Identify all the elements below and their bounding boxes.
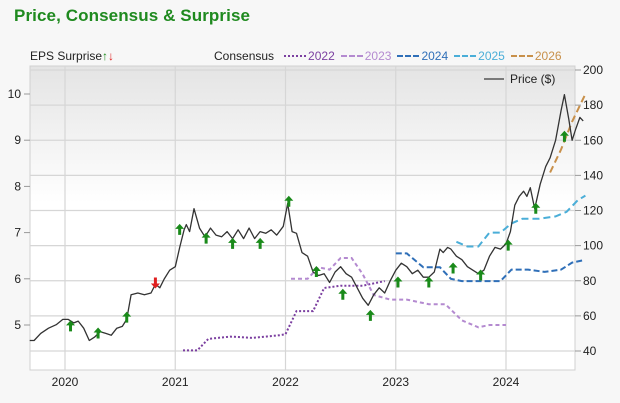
y-left-tick-label: 9 <box>14 133 21 147</box>
arrow-down-icon: ↓ <box>108 49 115 63</box>
eps-beat-arrow-icon[interactable] <box>424 276 434 288</box>
y-right-tick-label: 160 <box>583 133 603 147</box>
x-tick-label: 2022 <box>272 375 299 389</box>
line-swatch-icon <box>454 55 477 57</box>
y-left-tick-label: 7 <box>14 226 21 240</box>
eps-beat-arrow-icon[interactable] <box>93 327 103 339</box>
eps-beat-arrow-icon[interactable] <box>393 276 403 288</box>
y-right-tick-label: 60 <box>583 309 597 323</box>
y-left-tick-label: 5 <box>14 318 21 332</box>
eps-beat-arrow-icon[interactable] <box>531 202 541 214</box>
eps-beat-arrow-icon[interactable] <box>365 309 375 321</box>
legend-item-2026[interactable]: 2026 <box>510 49 562 63</box>
eps-beat-arrow-icon[interactable] <box>311 265 321 277</box>
eps-beat-arrow-icon[interactable] <box>122 311 132 323</box>
y-right-tick-label: 200 <box>583 63 603 77</box>
eps-beat-arrow-icon[interactable] <box>559 130 569 142</box>
consensus-line-2022 <box>183 280 385 352</box>
x-tick-label: 2021 <box>162 375 189 389</box>
eps-beat-arrow-icon[interactable] <box>338 288 348 300</box>
svg-text:Price ($): Price ($) <box>510 72 555 86</box>
y-left-tick-label: 8 <box>14 179 21 193</box>
eps-beat-arrow-icon[interactable] <box>66 320 76 332</box>
x-tick-label: 2024 <box>493 375 520 389</box>
legend-item-2022[interactable]: 2022 <box>284 49 335 63</box>
y-left-tick-label: 10 <box>8 87 22 101</box>
consensus-line-2025 <box>456 194 586 248</box>
line-swatch-icon <box>510 55 533 57</box>
x-tick-label: 2020 <box>52 375 79 389</box>
consensus-label: Consensus <box>214 49 275 63</box>
plot-area <box>29 65 576 371</box>
eps-beat-arrow-icon[interactable] <box>503 239 513 251</box>
eps-beat-arrow-icon[interactable] <box>228 237 238 249</box>
eps-surprise-legend: EPS Surprise↑↓ <box>30 49 114 63</box>
consensus-line-2026 <box>549 93 587 173</box>
price-legend: Price ($) <box>484 72 555 86</box>
legend-item-2024[interactable]: 2024 <box>397 49 448 63</box>
eps-beat-arrow-icon[interactable] <box>448 262 458 274</box>
eps-beat-arrow-icon[interactable] <box>476 269 486 281</box>
y-right-tick-label: 100 <box>583 239 603 253</box>
eps-beat-arrow-icon[interactable] <box>284 195 294 207</box>
eps-surprise-label: EPS Surprise <box>30 49 103 63</box>
y-right-tick-label: 140 <box>583 168 603 182</box>
line-swatch-icon <box>340 55 363 57</box>
axes: 40 60 80 100 120 140 160 180 200 2020 2021 2022 2023… <box>8 63 604 389</box>
y-right-tick-label: 40 <box>583 344 597 358</box>
y-right-tick-label: 180 <box>583 98 603 112</box>
gridlines <box>30 66 575 370</box>
x-tick-label: 2023 <box>382 375 409 389</box>
line-swatch-icon <box>397 55 420 57</box>
legend-item-2025[interactable]: 2025 <box>454 49 505 63</box>
consensus-legend: Consensus 2022 2023 2024 2025 2026 <box>214 49 562 63</box>
eps-beat-arrow-icon[interactable] <box>255 237 265 249</box>
legend-item-2023[interactable]: 2023 <box>340 49 391 63</box>
eps-beat-arrow-icon[interactable] <box>201 232 211 244</box>
eps-miss-arrow-icon[interactable] <box>150 277 160 289</box>
eps-surprise-markers <box>66 130 569 339</box>
arrow-up-icon: ↑ <box>102 49 109 63</box>
y-right-tick-label: 120 <box>583 204 603 218</box>
chart-title: Price, Consensus & Surprise <box>14 6 251 25</box>
line-swatch-icon <box>284 55 307 57</box>
eps-beat-arrow-icon[interactable] <box>175 223 185 235</box>
y-left-tick-label: 6 <box>14 272 21 286</box>
y-right-tick-label: 80 <box>583 274 597 288</box>
consensus-line-2023 <box>291 257 506 329</box>
